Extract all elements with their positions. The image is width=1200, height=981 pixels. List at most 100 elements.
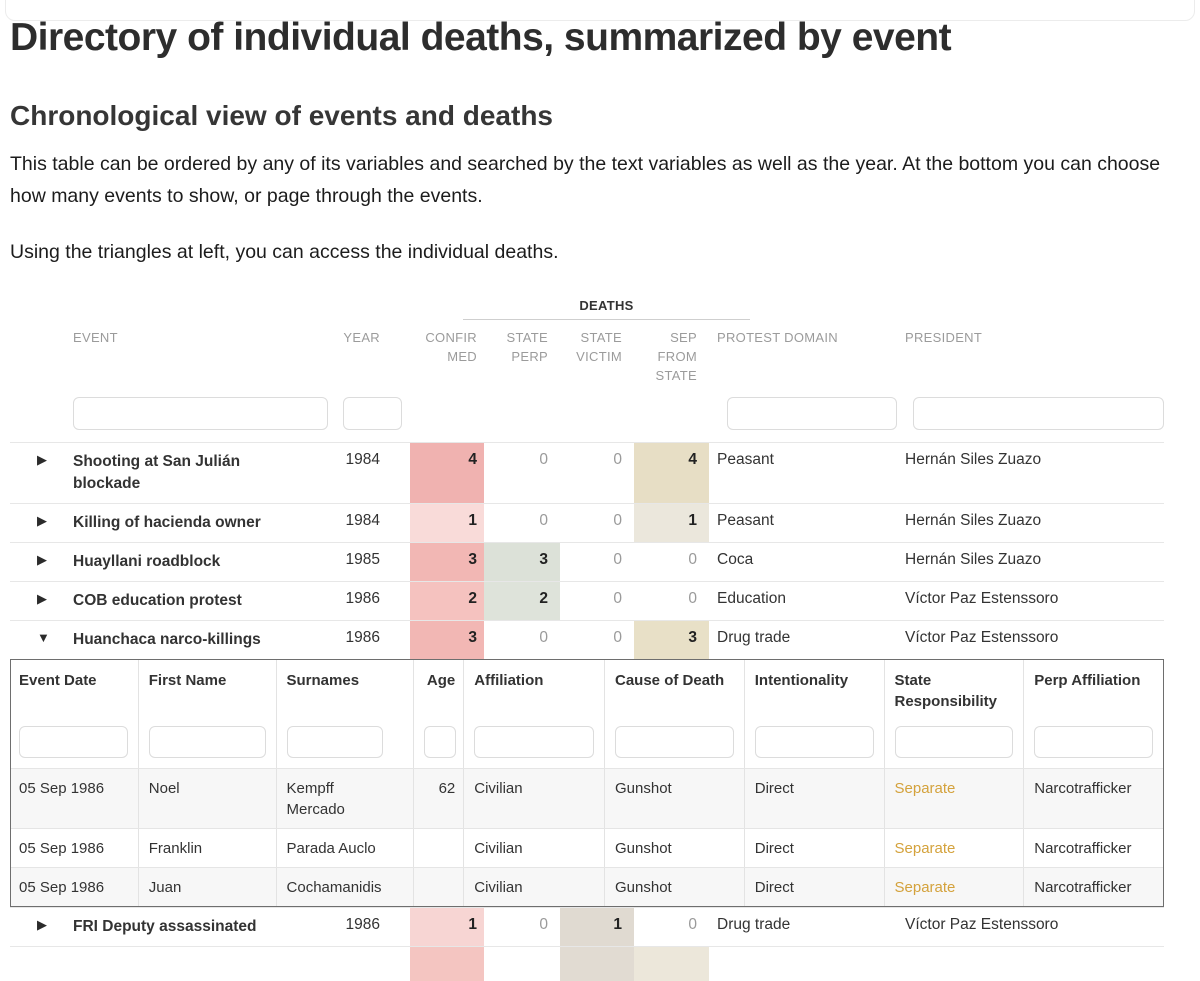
year-cell: 1984 [345,512,380,529]
state-victim-cell: 0 [613,451,622,468]
event-name-cell: Huanchaca narco-killings [73,631,261,648]
state-victim-column-header[interactable]: STATE VICTIM [576,330,622,364]
event-row: ▶ Huayllani roadblock 1985 3 3 0 0 Coca Hernán S… [10,542,1164,581]
filter-spacer [560,397,634,430]
intentionality-column-header[interactable]: Intentionality [743,660,884,724]
detail-rows: 05 Sep 1986 Noel Kempff Mercado 62 Civilian G… [11,768,1163,906]
deaths-group-header: DEATHS [463,298,750,320]
affiliation-cell: Civilian [463,829,604,867]
protest-domain-column-header[interactable]: PROTEST DOMAIN [717,330,838,345]
sep-from-state-cell: 1 [634,504,709,542]
age-cell [413,829,463,867]
triangle-right-icon: ▶ [37,552,47,567]
state-responsibility-column-header[interactable]: State Responsibility [883,660,1024,724]
state-victim-cell [560,947,634,981]
confirmed-column-header[interactable]: CONFIR MED [425,330,477,364]
year-column-header[interactable]: YEAR [343,330,380,345]
event-column-header[interactable]: EVENT [73,330,118,345]
event-row: ▶ Shooting at San Julián blockade 1984 4 0 0 4… [10,442,1164,503]
protest-domain-cell: Coca [717,551,754,568]
scrolled-element-remnant [5,0,1195,21]
year-cell: 1986 [345,590,380,607]
confirmed-cell: 1 [410,908,484,946]
death-row: 05 Sep 1986 Franklin Parada Auclo Civilian G… [11,828,1163,867]
year-cell: 1985 [345,551,380,568]
affiliation-filter-input[interactable] [474,726,595,758]
sep-from-state-column-header[interactable]: SEP FROM STATE [655,330,697,383]
event-row: ▼ Huanchaca narco-killings 1986 3 0 0 3 Drug tr… [10,620,1164,659]
event-date-cell: 05 Sep 1986 [19,780,105,797]
president-cell [897,947,1164,981]
state-perp-cell [484,947,560,981]
age-cell [413,868,463,906]
first-name-filter-input[interactable] [148,726,266,758]
age-cell: 62 [413,769,463,828]
expand-toggle[interactable]: ▶ [10,582,73,620]
event-name-cell: COB education protest [73,592,242,609]
confirmed-cell: 4 [410,443,484,503]
state-perp-column-header[interactable]: STATE PERP [506,330,548,364]
first-name-column-header[interactable]: First Name [137,660,276,724]
triangle-right-icon: ▶ [37,452,47,467]
state-perp-cell: 0 [539,512,548,529]
event-name-cell: Huayllani roadblock [73,553,221,570]
first-name-cell: Juan [137,868,276,906]
sep-from-state-cell: 0 [688,551,697,568]
state-perp-cell: 2 [484,582,560,620]
protest-domain-cell: Drug trade [717,916,791,933]
perp-affiliation-filter-input[interactable] [1034,726,1153,758]
main-content: Directory of individual deaths, summariz… [0,16,1200,981]
event-row-partial [10,946,1164,981]
surnames-column-header[interactable]: Surnames [275,660,414,724]
confirmed-cell: 3 [410,543,484,581]
triangle-right-icon: ▶ [37,513,47,528]
state-responsibility-filter-input[interactable] [894,726,1014,758]
event-name-cell: FRI Deputy assassinated [73,918,257,935]
year-cell: 1986 [345,629,380,646]
cause-of-death-column-header[interactable]: Cause of Death [604,660,744,724]
year-filter-input[interactable] [343,397,402,430]
event-date-filter-input[interactable] [19,726,128,758]
president-cell: Hernán Siles Zuazo [905,512,1042,529]
event-filter-input[interactable] [73,397,328,430]
sep-from-state-cell: 0 [688,916,697,933]
hint-paragraph: Using the triangles at left, you can acc… [10,241,559,263]
event-row: ▶ Killing of hacienda owner 1984 1 0 0 1 Peasan… [10,503,1164,542]
event-name-cell: Killing of hacienda owner [73,514,261,531]
section-title: Chronological view of events and deaths [10,100,553,131]
sep-from-state-cell: 0 [688,590,697,607]
president-filter-input[interactable] [913,397,1164,430]
state-perp-cell: 0 [539,451,548,468]
year-cell: 1986 [345,916,380,933]
cause-of-death-filter-input[interactable] [615,726,734,758]
age-column-header[interactable]: Age [413,660,463,724]
perp-affiliation-column-header[interactable]: Perp Affiliation [1023,660,1163,724]
expand-toggle[interactable]: ▶ [10,543,73,581]
president-column-header[interactable]: PRESIDENT [905,330,983,345]
intentionality-filter-input[interactable] [754,726,874,758]
expander-cell [10,947,73,981]
age-filter-input[interactable] [424,726,457,758]
event-date-column-header[interactable]: Event Date [19,672,97,689]
year-cell: 1984 [345,451,380,468]
expand-toggle[interactable]: ▶ [10,443,73,503]
protest-domain-cell: Education [717,590,786,607]
protest-domain-filter-input[interactable] [727,397,897,430]
affiliation-column-header[interactable]: Affiliation [463,660,604,724]
expander-column-header [10,322,73,389]
surnames-filter-input[interactable] [286,726,384,758]
state-victim-cell: 0 [613,551,622,568]
event-date-cell: 05 Sep 1986 [19,879,105,896]
expand-toggle[interactable]: ▼ [10,621,73,659]
sep-from-state-cell: 4 [634,443,709,503]
death-row: 05 Sep 1986 Juan Cochamanidis Civilian Gunsh… [11,867,1163,906]
event-date-cell: 05 Sep 1986 [19,840,105,857]
expand-toggle[interactable]: ▶ [10,908,73,946]
expand-toggle[interactable]: ▶ [10,504,73,542]
event-name-cell: Shooting at San Julián blockade [73,453,241,492]
surnames-cell: Cochamanidis [275,868,414,906]
triangle-down-icon: ▼ [37,630,50,645]
cause-of-death-cell: Gunshot [604,868,744,906]
events-table: DEATHS EVENT YEAR CONFIR MED STATE PERP … [10,298,1164,981]
state-victim-cell: 1 [560,908,634,946]
